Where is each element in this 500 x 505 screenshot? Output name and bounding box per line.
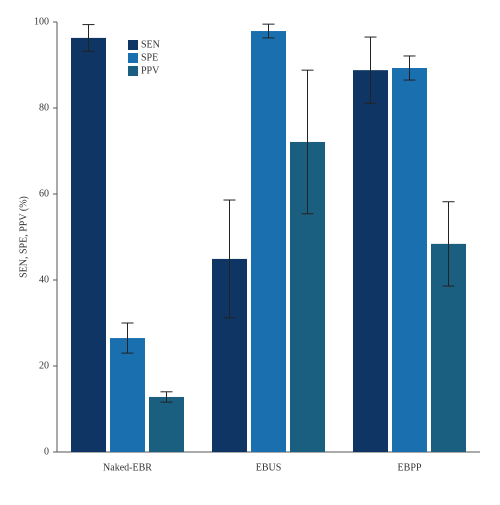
y-tick-label: 100 <box>34 16 49 27</box>
bar <box>149 396 184 452</box>
legend-swatch <box>128 40 138 50</box>
y-tick-label: 80 <box>39 102 49 113</box>
bar <box>392 68 427 452</box>
y-tick-label: 60 <box>39 188 49 199</box>
legend-swatch <box>128 53 138 63</box>
legend-label: SPE <box>141 52 158 63</box>
x-tick-label: EBPP <box>398 462 422 473</box>
y-tick-label: 40 <box>39 274 49 285</box>
x-tick-label: EBUS <box>256 462 282 473</box>
bar <box>251 31 286 453</box>
legend-label: SEN <box>141 39 160 50</box>
legend-swatch <box>128 66 138 76</box>
bar <box>110 338 145 452</box>
bar <box>353 70 388 452</box>
y-axis-label: SEN, SPE, PPV (%) <box>18 196 29 278</box>
legend-label: PPV <box>141 65 160 76</box>
y-tick-label: 20 <box>39 360 49 371</box>
y-tick-label: 0 <box>44 446 49 457</box>
bar <box>71 37 106 452</box>
x-tick-label: Naked-EBR <box>103 462 152 473</box>
